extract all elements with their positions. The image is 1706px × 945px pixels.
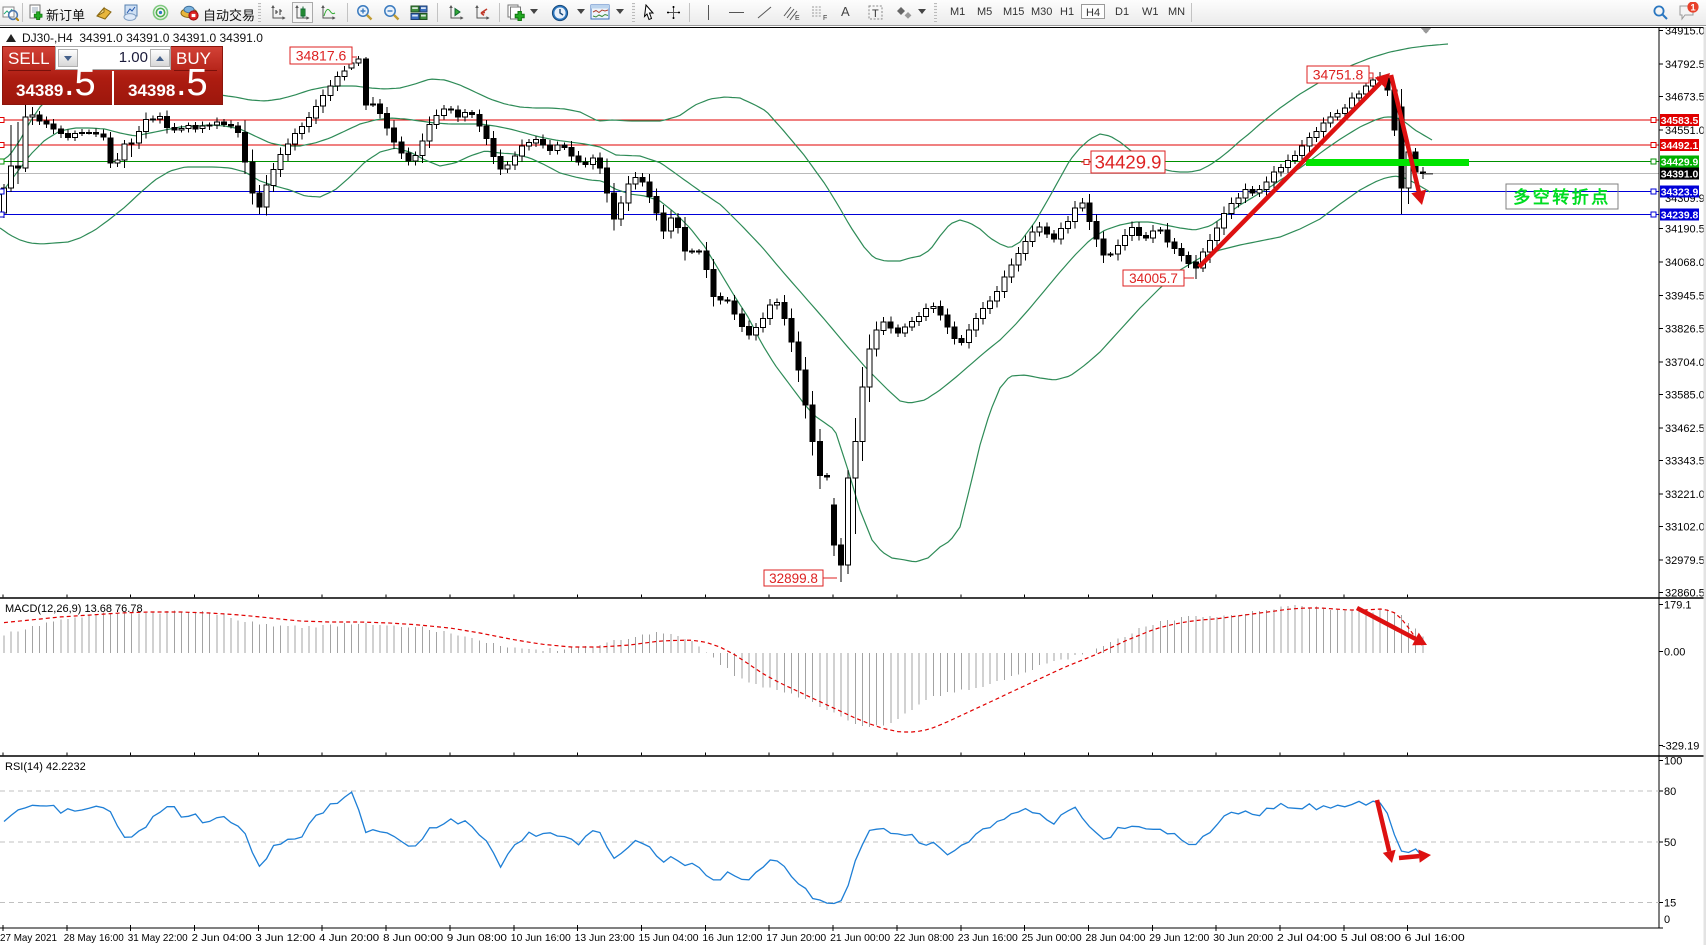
svg-text:100: 100: [1664, 755, 1682, 767]
svg-text:29 Jun 12:00: 29 Jun 12:00: [1149, 932, 1209, 944]
svg-text:0: 0: [1664, 914, 1670, 926]
svg-text:25 Jun 00:00: 25 Jun 00:00: [1022, 932, 1082, 944]
svg-text:34583.5: 34583.5: [1661, 116, 1699, 127]
svg-text:28 Jun 04:00: 28 Jun 04:00: [1086, 932, 1146, 944]
svg-text:33343.5: 33343.5: [1665, 456, 1705, 468]
svg-text:10 Jun 16:00: 10 Jun 16:00: [511, 932, 571, 944]
svg-text:MACD(12,26,9) 13.68 76.78: MACD(12,26,9) 13.68 76.78: [5, 603, 143, 615]
svg-text:50: 50: [1664, 837, 1676, 849]
svg-text:34429.9: 34429.9: [1661, 158, 1699, 169]
svg-text:32979.5: 32979.5: [1665, 555, 1705, 567]
svg-text:6 Jul 16:00: 6 Jul 16:00: [1405, 932, 1465, 944]
svg-text:179.1: 179.1: [1664, 600, 1692, 612]
svg-text:33462.5: 33462.5: [1665, 423, 1705, 435]
svg-text:32899.8: 32899.8: [769, 571, 818, 586]
svg-text:15 Jun 04:00: 15 Jun 04:00: [639, 932, 699, 944]
svg-text:34068.0: 34068.0: [1665, 257, 1705, 269]
svg-text:1: 1: [1690, 2, 1696, 13]
svg-text:27 May 2021: 27 May 2021: [0, 932, 57, 944]
svg-text:32860.5: 32860.5: [1665, 588, 1705, 600]
svg-text:多空转折点: 多空转折点: [1513, 187, 1611, 207]
svg-text:2 Jul 04:00: 2 Jul 04:00: [1277, 932, 1337, 944]
svg-text:17 Jun 20:00: 17 Jun 20:00: [766, 932, 826, 944]
svg-text:34190.5: 34190.5: [1665, 224, 1705, 236]
svg-text:E: E: [795, 15, 800, 21]
svg-text:33102.0: 33102.0: [1665, 522, 1705, 534]
svg-text:2 Jun 04:00: 2 Jun 04:00: [192, 932, 252, 944]
svg-text:21 Jun 00:00: 21 Jun 00:00: [830, 932, 890, 944]
svg-text:22 Jun 08:00: 22 Jun 08:00: [894, 932, 954, 944]
svg-text:28 May 16:00: 28 May 16:00: [64, 932, 124, 944]
svg-text:34551.0: 34551.0: [1665, 125, 1705, 137]
svg-text:34751.8: 34751.8: [1313, 67, 1364, 83]
svg-text:3 Jun 12:00: 3 Jun 12:00: [255, 932, 315, 944]
svg-text:34391.0: 34391.0: [1661, 170, 1699, 181]
svg-text:9 Jun 08:00: 9 Jun 08:00: [447, 932, 507, 944]
svg-text:34239.8: 34239.8: [1661, 211, 1699, 222]
svg-text:33945.5: 33945.5: [1665, 291, 1705, 303]
svg-text:34492.1: 34492.1: [1661, 141, 1699, 152]
svg-text:34792.5: 34792.5: [1665, 59, 1705, 71]
svg-text:16 Jun 12:00: 16 Jun 12:00: [702, 932, 762, 944]
svg-text:-329.19: -329.19: [1662, 740, 1699, 752]
svg-text:13 Jun 23:00: 13 Jun 23:00: [575, 932, 635, 944]
svg-text:T: T: [872, 8, 879, 20]
svg-text:4 Jun 20:00: 4 Jun 20:00: [319, 932, 379, 944]
svg-text:15: 15: [1664, 897, 1676, 909]
svg-text:23 Jun 16:00: 23 Jun 16:00: [958, 932, 1018, 944]
svg-text:34429.9: 34429.9: [1095, 152, 1162, 173]
svg-text:8 Jun 00:00: 8 Jun 00:00: [383, 932, 443, 944]
svg-text:30 Jun 20:00: 30 Jun 20:00: [1213, 932, 1273, 944]
svg-text:33585.0: 33585.0: [1665, 389, 1705, 401]
svg-text:80: 80: [1664, 786, 1676, 798]
svg-text:34817.6: 34817.6: [296, 48, 347, 64]
svg-text:34005.7: 34005.7: [1129, 271, 1178, 286]
svg-text:5 Jul 08:00: 5 Jul 08:00: [1341, 932, 1401, 944]
svg-text:34915.0: 34915.0: [1665, 27, 1705, 37]
svg-text:0.00: 0.00: [1664, 647, 1685, 659]
svg-text:31 May 22:00: 31 May 22:00: [128, 932, 188, 944]
svg-text:34323.9: 34323.9: [1661, 188, 1699, 199]
svg-text:33704.0: 33704.0: [1665, 357, 1705, 369]
svg-text:F: F: [823, 15, 827, 21]
svg-text:33826.5: 33826.5: [1665, 323, 1705, 335]
svg-text:RSI(14) 42.2232: RSI(14) 42.2232: [5, 761, 86, 773]
svg-text:34673.5: 34673.5: [1665, 91, 1705, 103]
svg-text:33221.0: 33221.0: [1665, 489, 1705, 501]
